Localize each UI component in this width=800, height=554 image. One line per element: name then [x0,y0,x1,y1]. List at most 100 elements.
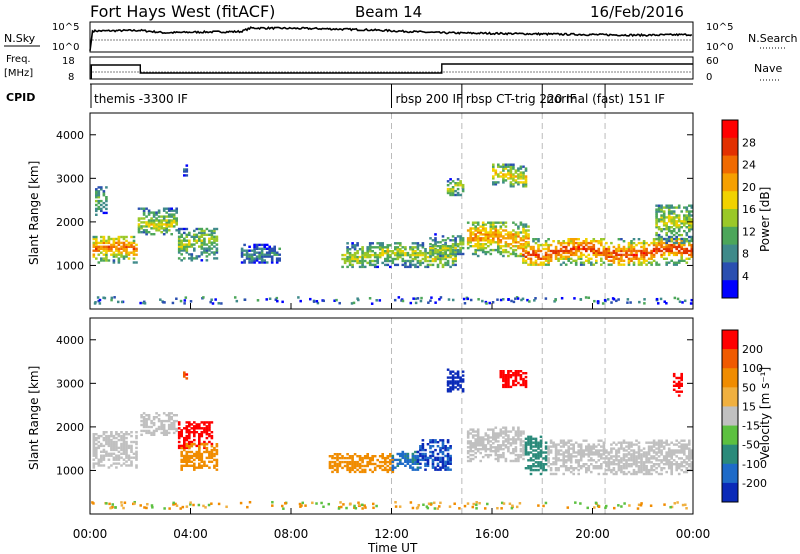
power-cell-10 [494,231,498,234]
velocity-cell-10 [469,446,472,449]
velocity-clutter [120,501,123,504]
velocity-cell-12 [610,457,613,460]
velocity-cell-7 [434,456,437,460]
velocity-cell-1 [172,419,176,423]
power-cell-7 [451,239,455,242]
velocity-clutter [478,501,481,505]
power-cell-9 [512,173,515,176]
power-cell-12 [672,216,676,219]
velocity-cell-7 [424,464,427,467]
velocity-cell-10 [497,459,500,463]
velocity-clutter [681,503,685,507]
power-cell-10 [492,221,495,224]
velocity-cell-0 [115,456,118,459]
power-cell-3 [208,233,211,236]
velocity-cell-12 [660,451,663,454]
velocity-cell-10 [499,428,503,431]
power-cell-3 [183,247,186,250]
power-cell-10 [497,233,500,236]
velocity-cell-12 [637,467,641,470]
power-cell-10 [507,235,510,238]
cpid-mode-2: rbsp CT-trig 220 IF [466,92,577,106]
velocity-cell-1 [157,414,161,417]
power-cell-11 [677,238,681,241]
velocity-cell-12 [605,468,608,472]
velocity-cell-5 [381,455,384,458]
power-cell-11 [670,245,673,249]
velocity-cell-10 [507,442,510,445]
velocity-cell-0 [105,454,108,457]
power-cell-11 [590,241,593,245]
power-cell-6 [371,253,374,257]
power-cell-12 [657,210,661,213]
power-cell-11 [655,251,658,255]
power-cell-11 [605,241,608,245]
power-cell-11 [607,259,611,262]
cpid-mode-0: themis -3300 IF [94,92,188,106]
velocity-clutter [271,500,274,504]
power-cell-10 [514,254,518,258]
power-cell-11 [572,251,575,255]
power-cell-11 [690,247,694,251]
power-cell-3 [183,249,186,252]
power-cell-2 [137,223,141,226]
power-cell-2 [162,219,166,222]
power-cell-3 [210,235,214,238]
power-cell-6 [451,263,455,267]
velocity-cell-13 [672,384,676,387]
power-cell-11 [602,238,606,241]
power-cell-10 [507,245,510,248]
power-cell-12 [665,206,668,209]
velocity-cell-2 [210,436,214,440]
power-cell-11 [577,247,580,251]
power-cell-9 [522,165,525,168]
velocity-cell-12 [620,467,623,470]
velocity-cell-11 [532,441,535,444]
power-cell-7 [446,248,450,252]
velocity-cell-5 [343,460,347,464]
power-cell-11 [683,259,686,262]
power-cell-7 [444,248,447,252]
velocity-clutter [361,507,364,510]
velocity-cell-0 [102,444,106,448]
power-cell-10 [487,239,490,242]
velocity-cell-0 [120,448,123,452]
power-cell-3 [200,241,204,244]
velocity-cell-5 [341,455,344,458]
velocity-cell-12 [592,453,596,456]
velocity-cell-7 [434,439,437,442]
power-cell-12 [677,233,681,237]
velocity-cell-12 [549,463,553,466]
velocity-cell-12 [632,443,636,446]
power-cell-11 [597,249,601,253]
power-cell-1 [102,211,106,215]
velocity-cell-1 [167,412,171,415]
velocity-cell-12 [690,455,694,458]
power-cell-9 [502,177,505,180]
power-cell-11 [688,257,691,260]
velocity-cell-12 [585,439,588,442]
power-cell-12 [688,216,691,219]
power-cell-0 [127,251,131,254]
velocity-cell-12 [600,463,603,466]
velocity-cell-5 [346,460,349,464]
power-cell-12 [677,229,681,233]
power-cell-7 [461,241,465,244]
velocity-cell-7 [424,468,427,471]
velocity-cell-12 [657,449,661,452]
power-cell-12 [685,214,689,217]
velocity-cell-6 [414,468,417,471]
power-cell-7 [461,252,465,256]
velocity-cell-0 [102,450,106,453]
velocity-cell-10 [514,442,518,445]
power-cell-6 [421,261,425,265]
power-cell-12 [655,224,658,227]
velocity-cell-11 [532,465,535,468]
velocity-cell-8 [451,388,455,391]
power-cell-12 [688,228,691,231]
power-cell-3 [183,231,186,235]
velocity-cell-10 [471,434,475,437]
power-cell-0 [105,241,108,245]
velocity-cell-11 [544,459,548,462]
power-cell-11 [652,259,656,262]
